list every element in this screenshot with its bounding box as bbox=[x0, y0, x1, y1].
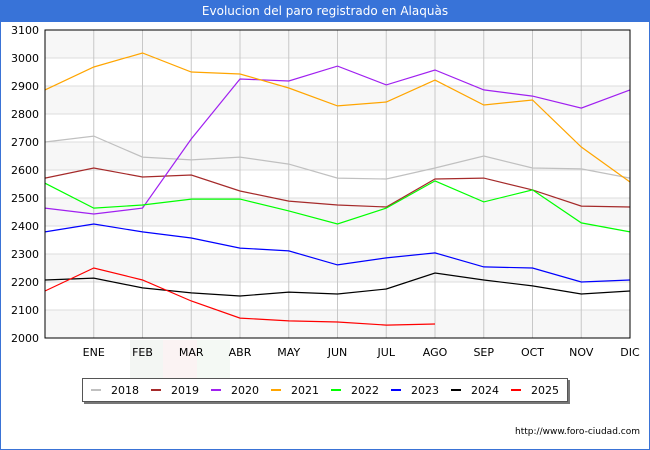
legend-item-2023: 2023 bbox=[391, 384, 439, 397]
x-tick-label: DIC bbox=[620, 346, 640, 359]
legend-label: 2024 bbox=[471, 383, 499, 397]
y-tick-label: 2700 bbox=[11, 136, 39, 149]
y-tick-label: 2900 bbox=[11, 80, 39, 93]
x-tick-label: SEP bbox=[473, 346, 494, 359]
legend-item-2020: 2020 bbox=[211, 384, 259, 397]
x-tick-label: ENE bbox=[83, 346, 105, 359]
x-tick-label: MAR bbox=[179, 346, 204, 359]
legend-label: 2021 bbox=[291, 383, 319, 397]
legend-label: 2019 bbox=[171, 383, 199, 397]
legend-item-2019: 2019 bbox=[151, 384, 199, 397]
legend-swatch bbox=[391, 389, 401, 391]
legend-label: 2020 bbox=[231, 383, 259, 397]
series-line-2018 bbox=[44, 135, 631, 180]
y-tick-label: 2800 bbox=[11, 108, 39, 121]
legend-label: 2022 bbox=[351, 383, 379, 397]
legend-swatch bbox=[151, 389, 161, 391]
legend-label: 2023 bbox=[411, 383, 439, 397]
x-tick-label: JUL bbox=[377, 346, 396, 359]
legend: 2018 2019 2020 2021 2022 2023 2024 2025 bbox=[82, 378, 568, 402]
y-tick-label: 2000 bbox=[11, 332, 39, 345]
x-tick-label: MAY bbox=[277, 346, 300, 359]
plot-border bbox=[44, 29, 631, 339]
legend-swatch bbox=[271, 389, 281, 391]
y-tick-label: 2500 bbox=[11, 192, 39, 205]
legend-swatch bbox=[211, 389, 221, 391]
legend-label: 2025 bbox=[531, 383, 559, 397]
y-tick-label: 3000 bbox=[11, 52, 39, 65]
legend-swatch bbox=[451, 389, 461, 391]
legend-swatch bbox=[511, 389, 521, 391]
x-tick-label: OCT bbox=[521, 346, 544, 359]
chart-title: Evolucion del paro registrado en Alaquàs bbox=[0, 0, 650, 22]
legend-item-2022: 2022 bbox=[331, 384, 379, 397]
x-tick-label: JUN bbox=[327, 346, 348, 359]
flag-watermark bbox=[130, 340, 230, 378]
series-line-2024 bbox=[44, 272, 631, 297]
legend-item-2024: 2024 bbox=[451, 384, 499, 397]
legend-label: 2018 bbox=[111, 383, 139, 397]
y-tick-label: 2600 bbox=[11, 164, 39, 177]
y-tick-label: 3100 bbox=[11, 24, 39, 37]
series-line-2020 bbox=[44, 65, 631, 215]
x-tick-label: ABR bbox=[229, 346, 252, 359]
x-tick-label: AGO bbox=[423, 346, 448, 359]
y-tick-label: 2100 bbox=[11, 304, 39, 317]
legend-item-2025: 2025 bbox=[511, 384, 559, 397]
legend-swatch bbox=[331, 389, 341, 391]
y-tick-label: 2400 bbox=[11, 220, 39, 233]
legend-item-2021: 2021 bbox=[271, 384, 319, 397]
x-tick-label: NOV bbox=[569, 346, 594, 359]
x-tick-label: FEB bbox=[132, 346, 153, 359]
legend-item-2018: 2018 bbox=[91, 384, 139, 397]
series-line-2025 bbox=[44, 267, 436, 326]
legend-swatch bbox=[91, 389, 101, 391]
source-url[interactable]: http://www.foro-ciudad.com bbox=[515, 427, 640, 437]
y-tick-label: 2300 bbox=[11, 248, 39, 261]
y-tick-label: 2200 bbox=[11, 276, 39, 289]
